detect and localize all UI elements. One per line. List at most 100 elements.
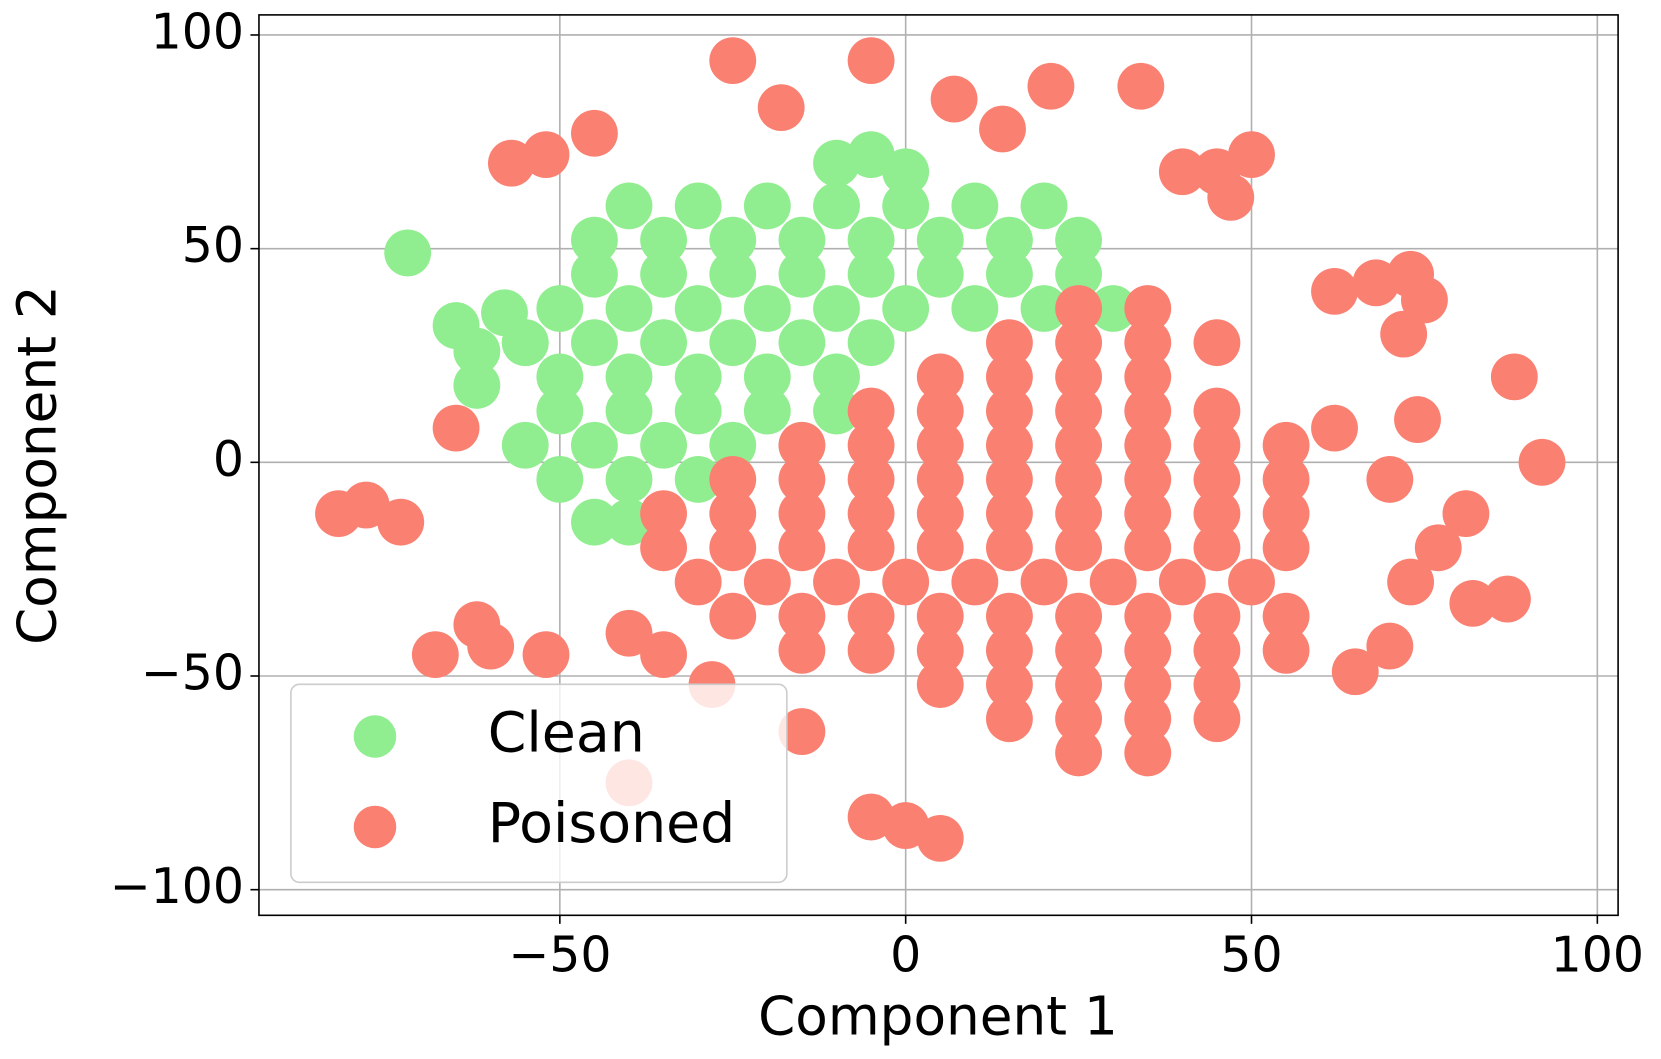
point <box>1124 729 1172 777</box>
point <box>709 421 757 469</box>
point <box>847 37 895 85</box>
point <box>488 139 535 187</box>
point <box>1124 592 1172 640</box>
point <box>1055 626 1103 674</box>
point <box>674 182 722 230</box>
point <box>605 609 653 657</box>
point <box>778 250 826 298</box>
point <box>377 498 425 546</box>
point <box>916 814 964 862</box>
point <box>1055 592 1103 640</box>
point <box>916 456 964 503</box>
point <box>571 421 618 469</box>
legend-label: Poisoned <box>488 792 736 856</box>
point <box>1124 456 1172 503</box>
point <box>813 285 860 332</box>
point <box>1055 524 1103 572</box>
point <box>778 708 826 755</box>
point <box>916 524 964 572</box>
point <box>536 285 584 332</box>
point <box>1124 387 1172 435</box>
point <box>1055 285 1103 332</box>
point <box>1124 490 1172 538</box>
point <box>1124 695 1172 743</box>
point <box>571 109 618 157</box>
point <box>605 456 653 503</box>
point <box>709 37 757 85</box>
point <box>951 558 999 606</box>
point <box>1124 421 1172 469</box>
point <box>778 490 826 538</box>
point <box>986 421 1033 469</box>
point <box>916 626 964 674</box>
point <box>1262 456 1310 503</box>
y-tick-label: 50 <box>182 217 244 274</box>
point <box>709 319 757 367</box>
x-axis-label: Component 1 <box>758 985 1118 1047</box>
point <box>674 387 722 435</box>
point <box>640 216 688 264</box>
point <box>453 327 501 375</box>
point <box>571 250 618 298</box>
point <box>640 490 688 538</box>
point <box>1442 490 1490 538</box>
point <box>986 250 1033 298</box>
point <box>709 456 757 503</box>
point <box>1124 319 1172 367</box>
point <box>1124 524 1172 572</box>
point <box>605 285 653 332</box>
point <box>1262 626 1310 674</box>
point <box>605 353 653 401</box>
x-tick-label: 0 <box>890 926 921 983</box>
point <box>882 148 930 196</box>
point <box>315 490 362 538</box>
point <box>930 75 978 123</box>
point <box>1020 182 1068 230</box>
point <box>1193 592 1241 640</box>
point <box>986 490 1033 538</box>
y-tick-label: 0 <box>213 431 244 488</box>
point <box>1193 421 1241 469</box>
point <box>605 387 653 435</box>
point <box>1366 622 1414 670</box>
point <box>1414 524 1462 572</box>
point <box>1089 285 1137 332</box>
point <box>951 182 999 230</box>
point <box>571 498 618 546</box>
point <box>916 421 964 469</box>
point <box>1020 285 1068 332</box>
point <box>571 216 618 264</box>
point <box>847 216 895 264</box>
point <box>640 421 688 469</box>
point <box>847 626 895 674</box>
point <box>1207 173 1255 221</box>
point <box>847 490 895 538</box>
point <box>1193 695 1241 743</box>
points <box>315 37 1566 862</box>
legend-label: Clean <box>488 702 645 766</box>
point <box>640 319 688 367</box>
point <box>916 216 964 264</box>
point <box>536 353 584 401</box>
point <box>743 558 791 606</box>
point <box>847 456 895 503</box>
point <box>709 524 757 572</box>
point <box>1124 285 1172 332</box>
point <box>813 387 860 435</box>
point <box>916 592 964 640</box>
point <box>432 404 480 452</box>
point <box>1158 148 1206 196</box>
point <box>605 182 653 230</box>
point <box>571 319 618 367</box>
point <box>1331 648 1379 696</box>
point <box>778 592 826 640</box>
x-tick-label: 100 <box>1551 926 1644 983</box>
point <box>1193 626 1241 674</box>
point <box>1490 353 1538 401</box>
ticks: −50 0 50 100 −100 −50 0 50 100 <box>110 3 1644 983</box>
point <box>709 250 757 298</box>
point <box>757 84 805 132</box>
point <box>847 524 895 572</box>
